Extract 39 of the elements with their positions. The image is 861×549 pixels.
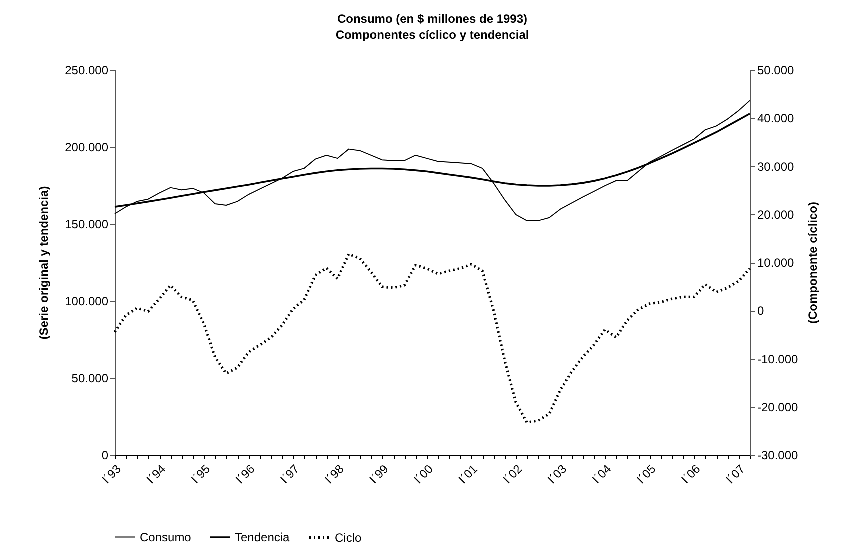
x-tick-label: I´94 — [144, 462, 169, 487]
y2-tick-label: -10.000 — [758, 352, 799, 366]
y-tick-label: 150.000 — [65, 218, 109, 232]
x-tick-label: I´05 — [634, 462, 659, 487]
x-tick-label: I´97 — [278, 462, 302, 487]
x-tick-label: I´07 — [723, 462, 748, 487]
x-tick-label: I´03 — [545, 462, 570, 487]
y2-tick-label: 40.000 — [758, 112, 795, 126]
x-tick-label: I´02 — [500, 462, 526, 487]
legend-label: Consumo — [140, 530, 192, 544]
chart-subtitle: Componentes cíclico y tendencial — [336, 28, 530, 42]
x-tick-label: I´04 — [590, 462, 614, 487]
y2-tick-label: -20.000 — [758, 400, 799, 414]
line-series — [114, 253, 752, 424]
chart-title: Consumo (en $ millones de 1993) — [337, 12, 528, 26]
legend-label: Ciclo — [335, 530, 362, 545]
y2-tick-label: -30.000 — [758, 448, 799, 462]
y2-tick-label: 20.000 — [758, 208, 795, 222]
x-tick-label: I´06 — [678, 462, 704, 487]
x-tick-label: I´99 — [366, 462, 392, 487]
y-tick-label: 100.000 — [65, 294, 109, 308]
y-tick-label: 50.000 — [72, 372, 109, 386]
x-tick-label: I´96 — [233, 462, 258, 487]
y-tick-label: 250.000 — [65, 64, 109, 78]
x-tick-label: I´95 — [188, 462, 214, 487]
line-series — [114, 100, 750, 222]
y2-tick-label: 30.000 — [758, 160, 795, 174]
x-tick-label: I´93 — [99, 462, 124, 487]
legend-label: Tendencia — [235, 530, 290, 544]
x-tick-label: I´01 — [456, 462, 481, 487]
y-tick-label: 0 — [102, 448, 109, 462]
y2-tick-label: 0 — [758, 304, 764, 318]
y2-tick-label: 50.000 — [758, 64, 795, 78]
x-tick-label: I´00 — [411, 462, 436, 487]
x-tick-label: I´98 — [322, 462, 348, 487]
y-tick-label: 200.000 — [65, 140, 109, 154]
y2-axis-title: (Componente cíclico) — [806, 202, 820, 324]
y-axis-title: (Serie original y tendencia) — [37, 186, 52, 340]
y2-tick-label: 10.000 — [758, 256, 795, 270]
